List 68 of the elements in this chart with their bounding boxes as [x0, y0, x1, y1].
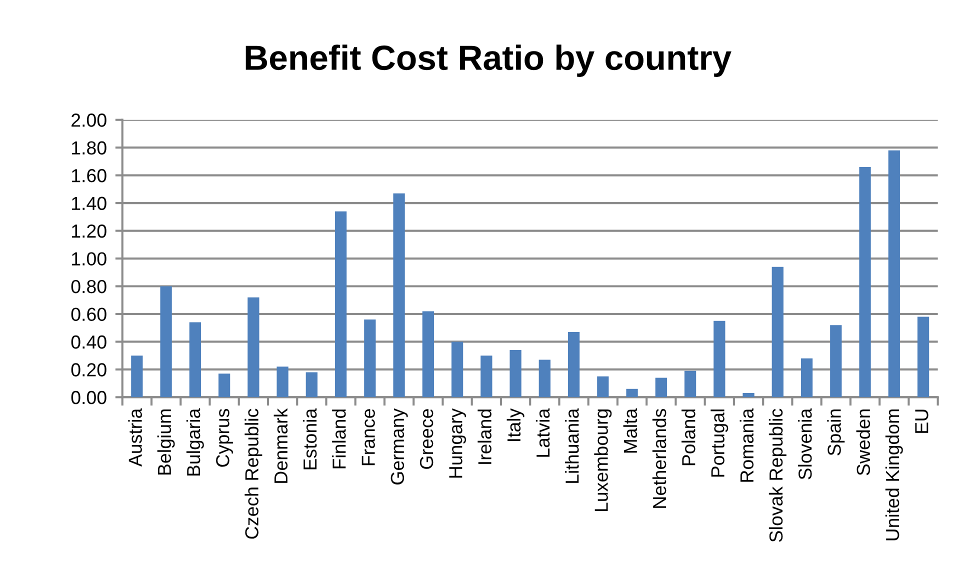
x-tick-label: Poland [682, 410, 696, 466]
bar [480, 356, 492, 398]
y-tick-label: 1.40 [72, 196, 106, 210]
y-tick-label: 0.60 [71, 308, 106, 321]
x-tick-label: Cyprus [216, 408, 234, 467]
x-tick-label: Finland [332, 410, 346, 468]
bar [830, 325, 842, 398]
bar [568, 332, 580, 398]
x-tick-label: Belgium [157, 410, 175, 475]
x-tick-label: Luxembourg [594, 410, 612, 511]
bar [451, 342, 464, 398]
y-tick-label: 1.00 [72, 252, 106, 266]
bar [189, 322, 201, 398]
bar [626, 388, 638, 398]
x-tick-label: Malta [623, 408, 638, 453]
x-tick-label: EU [915, 410, 928, 433]
x-tick-label: Hungary [449, 408, 466, 478]
x-tick-label: Slovenia [798, 408, 812, 480]
y-tick-label: 0.80 [71, 280, 106, 294]
x-tick-label: Estonia [302, 408, 317, 470]
x-tick-label: Romania [740, 408, 754, 482]
bar [422, 311, 434, 398]
y-tick-label: 1.80 [72, 141, 106, 155]
bar [655, 378, 667, 398]
x-tick-label: United Kingdom [885, 410, 903, 540]
bar [888, 150, 900, 398]
bar [742, 393, 754, 398]
bar [859, 167, 871, 398]
bar [306, 372, 318, 398]
bar [772, 266, 784, 398]
x-tick-label: Slovak Republic [768, 408, 786, 542]
bar [218, 374, 230, 398]
x-tick-label: Sweden [856, 410, 870, 476]
x-tick-label: Austria [128, 408, 142, 467]
x-tick-label: Denmark [274, 408, 288, 483]
bar [714, 320, 726, 398]
x-tick-label: Bulgaria [186, 408, 204, 476]
bar [917, 316, 930, 398]
bar [160, 286, 172, 398]
x-tick-label: Ireland [478, 410, 492, 464]
x-tick-label: Greece [420, 409, 434, 469]
bar [800, 358, 813, 398]
bar [538, 360, 550, 398]
bar [248, 297, 260, 398]
bar [684, 370, 696, 398]
bar [131, 356, 143, 398]
y-tick-label: 1.20 [72, 224, 106, 238]
x-tick-label: Italy [506, 408, 524, 441]
bar [393, 193, 405, 398]
bar [334, 211, 347, 398]
x-tick-label: Netherlands [652, 408, 666, 508]
y-tick-label: 0.00 [71, 390, 106, 404]
x-tick-label: Lithuania [565, 408, 579, 483]
chart-title: Benefit Cost Ratio by country [246, 44, 732, 77]
x-tick-label: France [362, 409, 375, 466]
y-tick-label: 0.20 [71, 363, 106, 376]
bar [597, 376, 609, 398]
bar [364, 320, 376, 398]
bar [510, 350, 522, 398]
x-tick-label: Portugal [710, 410, 728, 477]
bar [276, 366, 288, 398]
y-tick-label: 1.60 [72, 169, 106, 182]
y-tick-label: 0.40 [71, 335, 106, 349]
y-tick-label: 2.00 [72, 114, 106, 127]
x-tick-label: Czech Republic [244, 408, 262, 539]
x-tick-label: Germany [390, 408, 408, 484]
x-tick-label: Latvia [536, 408, 550, 457]
x-tick-label: Spain [827, 410, 845, 456]
